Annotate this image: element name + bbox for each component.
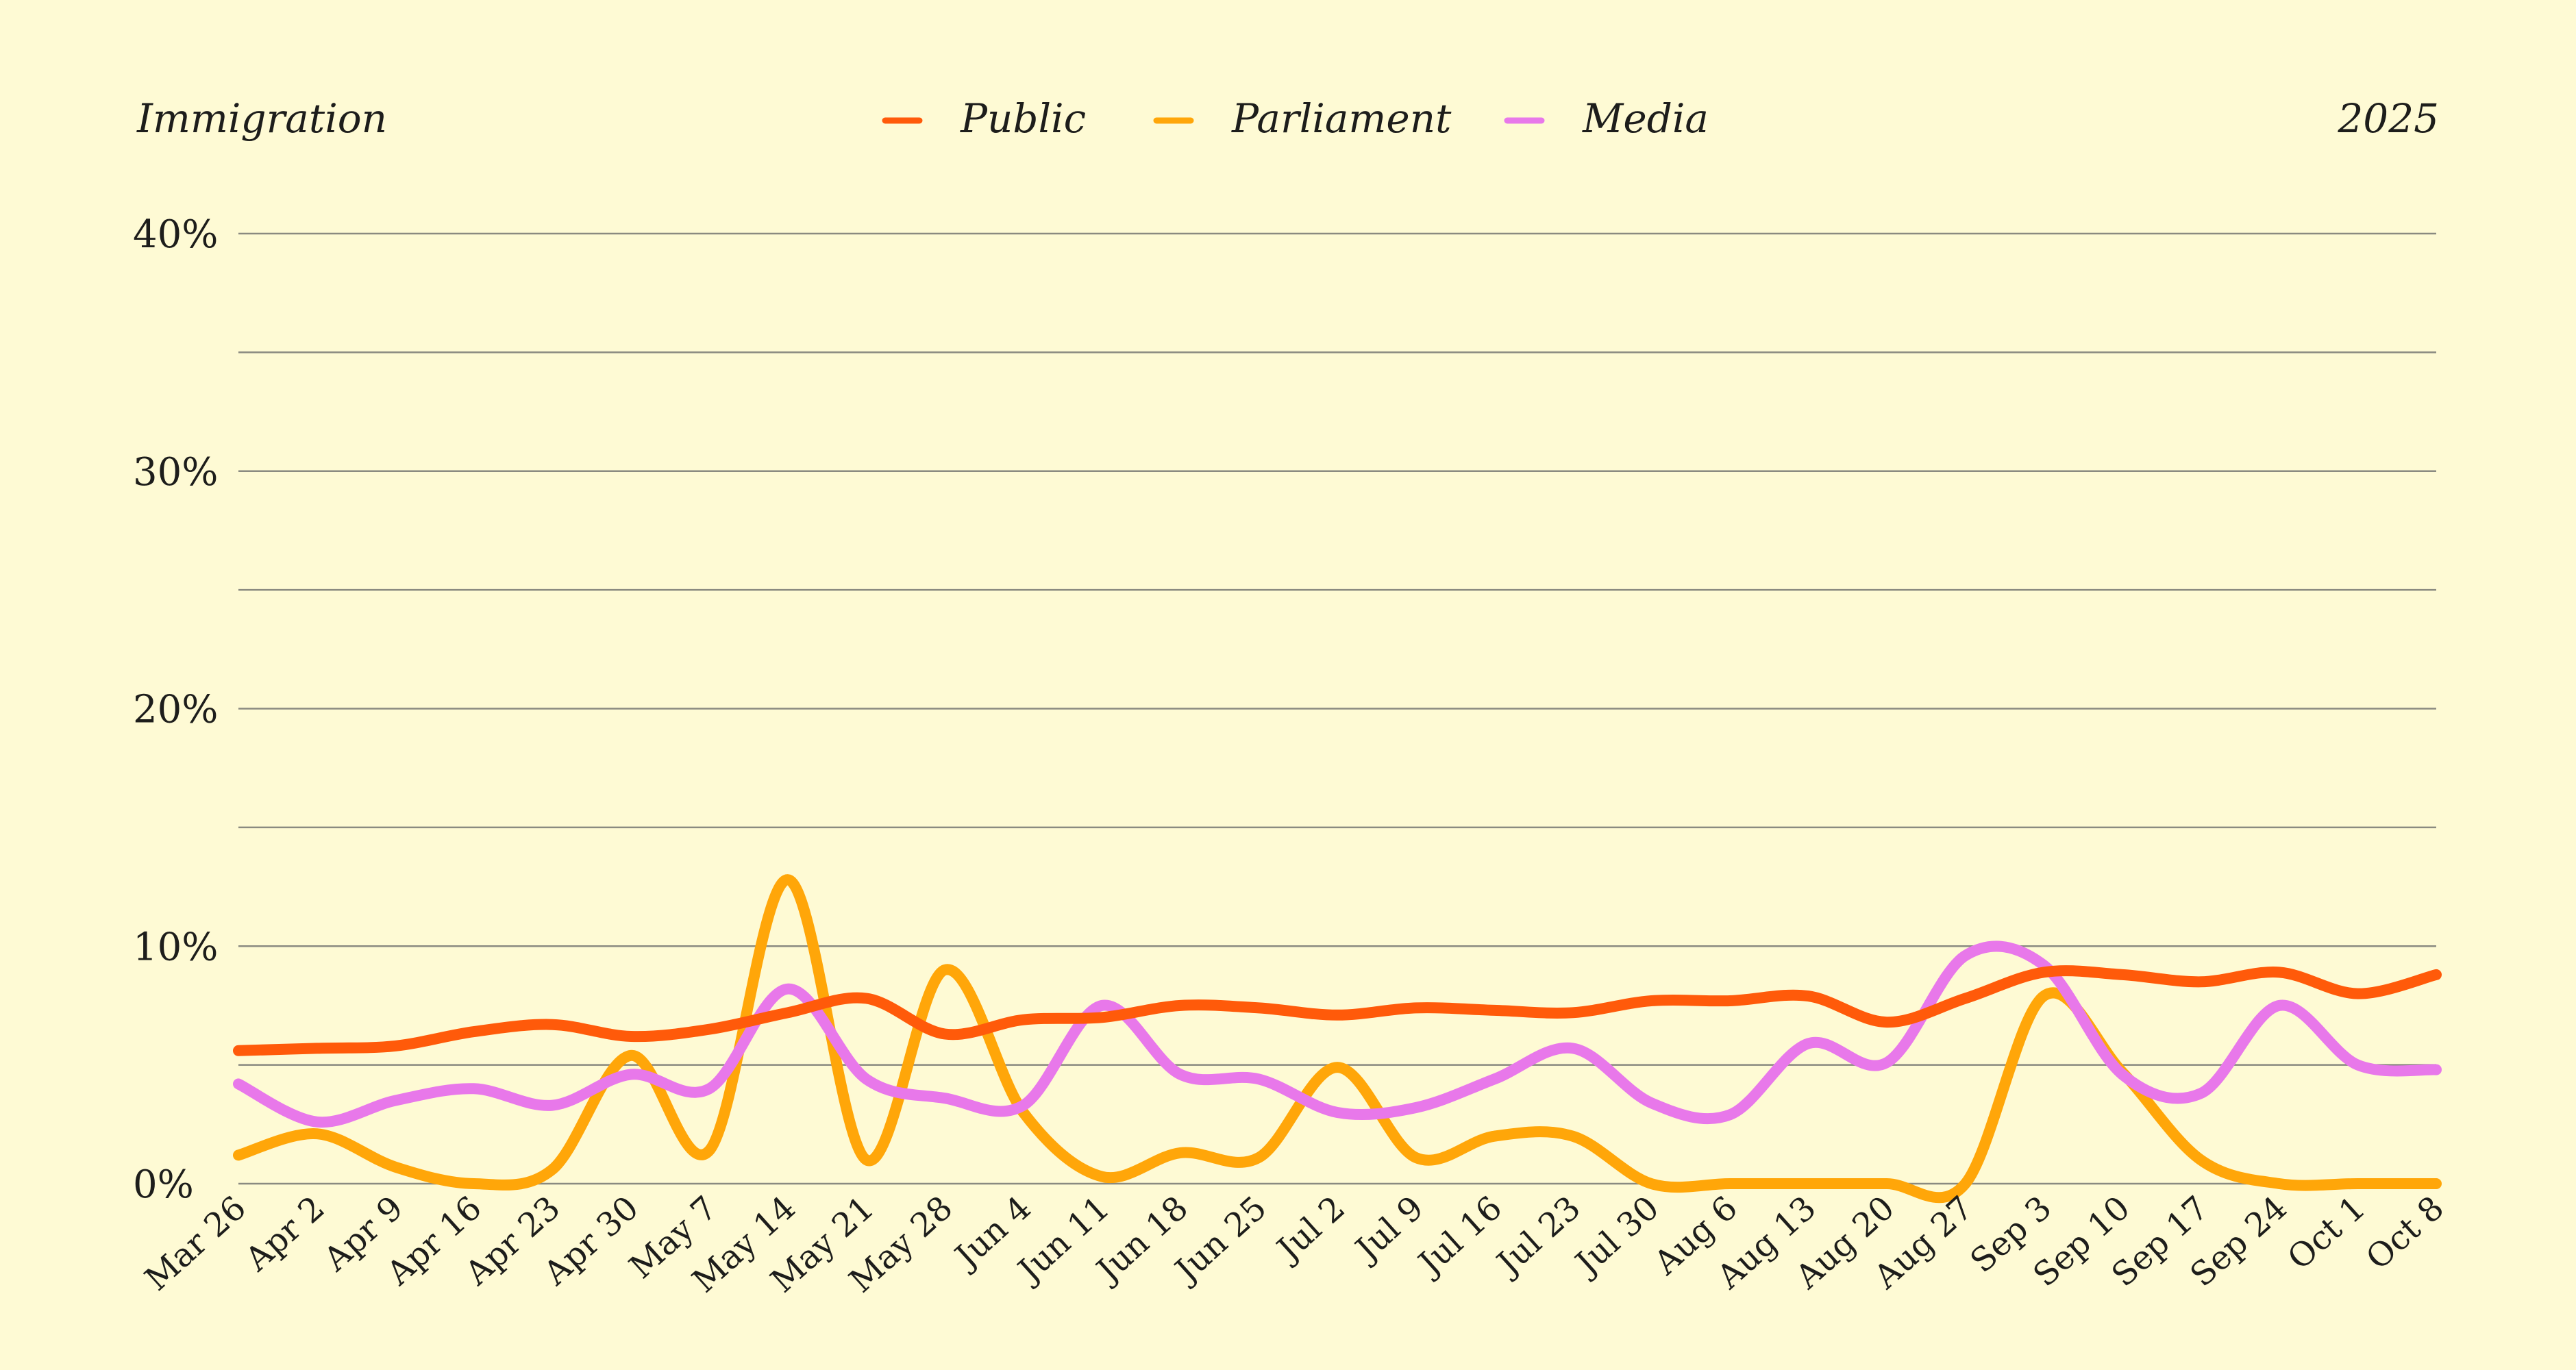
x-tick-label: Jul 23 <box>1487 1188 1588 1284</box>
x-tick-label: Apr 2 <box>238 1188 332 1279</box>
series-layer <box>233 874 2442 1204</box>
series-public <box>233 965 2442 1056</box>
y-tick-label: 30% <box>133 450 218 495</box>
data-point-parliament <box>1415 1157 1417 1158</box>
series-media <box>233 941 2442 1128</box>
data-point-media <box>1023 1105 1024 1106</box>
data-point-parliament <box>630 1055 632 1056</box>
y-axis: 0% 10% 20% 30% 40% <box>133 212 218 1207</box>
chart-legend: Public Parliament Media <box>882 95 1709 142</box>
series-line-parliament <box>233 874 2442 1204</box>
data-point-media <box>552 1105 553 1106</box>
x-tick-label: Jul 16 <box>1409 1188 1510 1284</box>
data-point-media <box>1729 1114 1731 1115</box>
data-point-media <box>2436 1069 2437 1071</box>
data-point-media <box>473 1088 475 1089</box>
data-point-media <box>1572 1047 1574 1049</box>
series-parliament <box>233 874 2442 1204</box>
data-point-media <box>1650 1102 1652 1104</box>
data-point-public <box>395 1045 396 1047</box>
x-tick-label: Jul 30 <box>1566 1188 1667 1284</box>
y-tick-label: 0% <box>133 1162 194 1207</box>
legend-label: Public <box>960 95 1086 142</box>
data-point-public <box>708 1029 710 1030</box>
chart-header: Immigration 2025 <box>136 95 2439 142</box>
data-point-media <box>787 988 789 990</box>
legend-item-public: Public <box>882 95 1086 142</box>
data-point-media <box>1494 1078 1495 1080</box>
legend-label: Parliament <box>1231 95 1452 142</box>
legend-item-parliament: Parliament <box>1153 95 1452 142</box>
data-point-parliament <box>708 1149 710 1151</box>
data-point-public <box>1807 995 1809 997</box>
series-line-public <box>233 965 2442 1056</box>
chart-title: Immigration <box>136 95 387 142</box>
data-point-media <box>2357 1064 2358 1066</box>
data-point-media <box>630 1073 632 1075</box>
y-tick-label: 20% <box>133 688 218 732</box>
data-point-parliament <box>1337 1067 1338 1068</box>
data-point-public <box>2436 974 2437 975</box>
x-tick-label: Jul 2 <box>1267 1188 1352 1270</box>
legend-item-media: Media <box>1504 95 1709 142</box>
y-tick-label: 10% <box>133 925 218 969</box>
y-tick-label: 40% <box>133 212 218 257</box>
data-point-public <box>1965 998 1966 999</box>
data-point-media <box>866 1078 867 1080</box>
grid <box>238 232 2436 1185</box>
data-point-public <box>238 1050 239 1051</box>
data-point-public <box>630 1036 632 1037</box>
x-tick-label: Oct 8 <box>2359 1188 2451 1277</box>
data-point-public <box>552 1024 553 1025</box>
data-point-public <box>787 1012 789 1013</box>
data-point-public <box>2357 993 2358 995</box>
x-tick-label: Oct 1 <box>2280 1188 2373 1277</box>
chart-year-label: 2025 <box>2337 95 2439 142</box>
data-point-parliament <box>238 1154 239 1156</box>
data-point-public <box>1023 1019 1024 1021</box>
data-point-parliament <box>552 1169 553 1170</box>
data-point-public <box>866 998 867 999</box>
data-point-media <box>395 1100 396 1101</box>
data-point-public <box>1572 1012 1574 1013</box>
data-point-media <box>708 1088 710 1089</box>
data-point-media <box>1807 1043 1809 1044</box>
legend-label: Media <box>1582 95 1709 142</box>
data-point-public <box>1337 1014 1338 1016</box>
